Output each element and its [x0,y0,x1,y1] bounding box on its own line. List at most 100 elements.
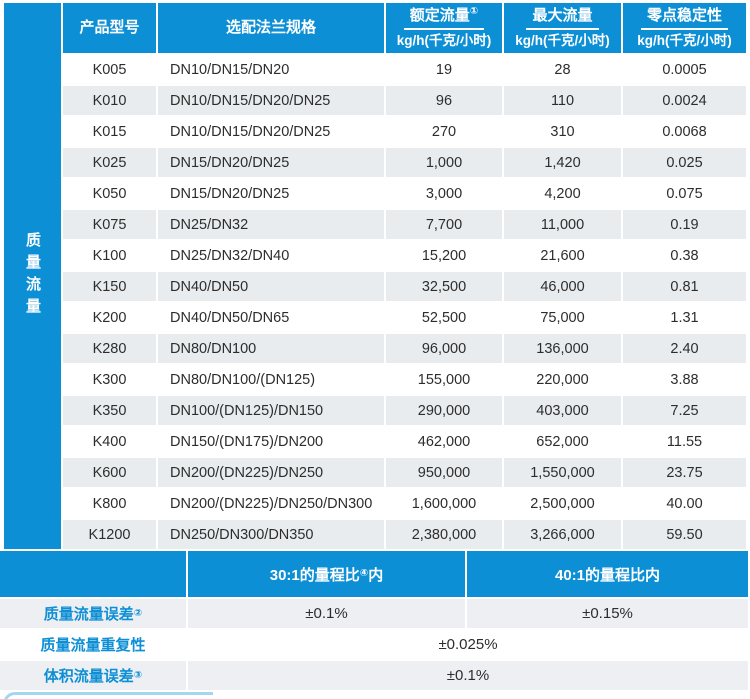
cell-zero-stability: 0.0005 [623,55,746,84]
cell-flange: DN80/DN100 [158,334,384,363]
value-volume-flow-error: ±0.1% [188,661,748,690]
cell-rated-flow: 52,500 [386,303,502,332]
cell-flange: DN40/DN50/DN65 [158,303,384,332]
cell-flange: DN10/DN15/DN20 [158,55,384,84]
cell-max-flow: 75,000 [504,303,621,332]
cell-zero-stability: 3.88 [623,365,746,394]
value-mass-flow-error-30: ±0.1% [188,599,465,628]
cell-zero-stability: 0.0024 [623,86,746,115]
cell-rated-flow: 96 [386,86,502,115]
cell-model: K800 [63,489,156,518]
header-model: 产品型号 [63,3,156,53]
flow-spec-table: 质量流量 产品型号 选配法兰规格 额定流量① kg/h(千克/小时) 最大流量 … [4,3,746,549]
cell-flange: DN40/DN50 [158,272,384,301]
cell-model: K150 [63,272,156,301]
cell-max-flow: 652,000 [504,427,621,456]
footnote-1-marker: ① [469,5,479,17]
cell-rated-flow: 1,600,000 [386,489,502,518]
cell-rated-flow: 32,500 [386,272,502,301]
header-max-flow: 最大流量 kg/h(千克/小时) [504,3,621,53]
cell-max-flow: 220,000 [504,365,621,394]
cell-max-flow: 11,000 [504,210,621,239]
cell-model: K280 [63,334,156,363]
cell-rated-flow: 19 [386,55,502,84]
corner-arc-decoration [3,692,213,699]
header-zero-stability: 零点稳定性 kg/h(千克/小时) [623,3,746,53]
cell-rated-flow: 270 [386,117,502,146]
cell-zero-stability: 11.55 [623,427,746,456]
cell-model: K050 [63,179,156,208]
cell-model: K015 [63,117,156,146]
cell-rated-flow: 462,000 [386,427,502,456]
accuracy-table: 30:1的量程比 ④ 内 40:1的量程比内 质量流量误差 ② ±0.1% ±0.15… [0,551,748,690]
cell-zero-stability: 0.0068 [623,117,746,146]
cell-model: K1200 [63,520,156,549]
cell-rated-flow: 950,000 [386,458,502,487]
cell-max-flow: 28 [504,55,621,84]
cell-zero-stability: 0.38 [623,241,746,270]
cell-model: K010 [63,86,156,115]
cell-zero-stability: 23.75 [623,458,746,487]
cell-flange: DN200/(DN225)/DN250/DN300 [158,489,384,518]
cell-flange: DN150/(DN175)/DN200 [158,427,384,456]
cell-zero-stability: 0.075 [623,179,746,208]
value-mass-flow-error-40: ±0.15% [467,599,748,628]
cell-model: K400 [63,427,156,456]
label-mass-flow-error: 质量流量误差 ② [0,599,186,628]
category-label: 质量流量 [24,232,41,320]
cell-zero-stability: 59.50 [623,520,746,549]
cell-max-flow: 310 [504,117,621,146]
category-sidebar: 质量流量 [4,3,61,549]
cell-flange: DN250/DN300/DN350 [158,520,384,549]
cell-max-flow: 403,000 [504,396,621,425]
cell-max-flow: 110 [504,86,621,115]
header-flange: 选配法兰规格 [158,3,384,53]
cell-zero-stability: 2.40 [623,334,746,363]
cell-rated-flow: 290,000 [386,396,502,425]
cell-rated-flow: 155,000 [386,365,502,394]
cell-model: K075 [63,210,156,239]
cell-flange: DN200/(DN225)/DN250 [158,458,384,487]
cell-model: K300 [63,365,156,394]
cell-rated-flow: 7,700 [386,210,502,239]
cell-max-flow: 2,500,000 [504,489,621,518]
accuracy-corner-cell [0,551,186,597]
label-mass-flow-repeatability: 质量流量重复性 [0,630,186,659]
cell-model: K005 [63,55,156,84]
header-turndown-30: 30:1的量程比 ④ 内 [188,551,465,597]
cell-zero-stability: 0.025 [623,148,746,177]
max-flow-unit: kg/h(千克/小时) [515,33,610,49]
cell-model: K100 [63,241,156,270]
cell-flange: DN80/DN100/(DN125) [158,365,384,394]
cell-model: K350 [63,396,156,425]
cell-zero-stability: 0.81 [623,272,746,301]
cell-model: K200 [63,303,156,332]
cell-rated-flow: 3,000 [386,179,502,208]
cell-max-flow: 4,200 [504,179,621,208]
cell-model: K600 [63,458,156,487]
cell-flange: DN100/(DN125)/DN150 [158,396,384,425]
label-volume-flow-error: 体积流量误差 ③ [0,661,186,690]
cell-rated-flow: 15,200 [386,241,502,270]
cell-zero-stability: 40.00 [623,489,746,518]
value-mass-flow-repeatability: ±0.025% [188,630,748,659]
cell-rated-flow: 1,000 [386,148,502,177]
cell-zero-stability: 7.25 [623,396,746,425]
header-rated-flow: 额定流量① kg/h(千克/小时) [386,3,502,53]
cell-zero-stability: 0.19 [623,210,746,239]
cell-max-flow: 21,600 [504,241,621,270]
cell-max-flow: 1,550,000 [504,458,621,487]
header-turndown-40: 40:1的量程比内 [467,551,748,597]
cell-model: K025 [63,148,156,177]
cell-flange: DN10/DN15/DN20/DN25 [158,86,384,115]
cell-max-flow: 3,266,000 [504,520,621,549]
cell-max-flow: 1,420 [504,148,621,177]
cell-max-flow: 136,000 [504,334,621,363]
cell-flange: DN15/DN20/DN25 [158,179,384,208]
cell-flange: DN25/DN32 [158,210,384,239]
cell-max-flow: 46,000 [504,272,621,301]
rated-flow-unit: kg/h(千克/小时) [396,33,492,49]
cell-flange: DN15/DN20/DN25 [158,148,384,177]
cell-flange: DN10/DN15/DN20/DN25 [158,117,384,146]
